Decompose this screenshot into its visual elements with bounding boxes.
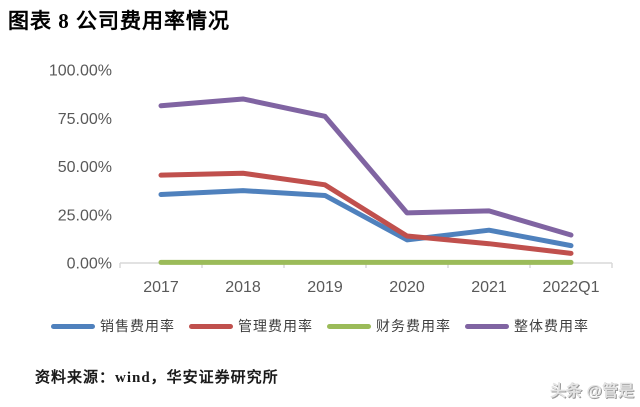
chart-canvas: 0.00% 25.00% 50.00% 75.00% 100.00% 2017 2018 20… bbox=[49, 63, 613, 296]
legend-line-swatch bbox=[51, 323, 95, 329]
chart-title: 图表 8 公司费用率情况 bbox=[8, 9, 230, 33]
legend-label: 财务费用率 bbox=[376, 320, 451, 335]
y-axis-tick-label: 25.00% bbox=[58, 207, 112, 224]
series-line-1 bbox=[158, 170, 574, 256]
legend-label: 管理费用率 bbox=[238, 320, 313, 335]
expense-ratio-line-chart: 0.00% 25.00% 50.00% 75.00% 100.00% 2017 2018 20… bbox=[0, 55, 640, 305]
x-axis-tick-label: 2018 bbox=[225, 279, 261, 296]
series-line-3 bbox=[158, 96, 574, 238]
series-line-0 bbox=[158, 188, 574, 249]
x-axis-tick-label: 2019 bbox=[307, 279, 343, 296]
legend-line-swatch bbox=[465, 323, 509, 329]
source-note: 资料来源：wind，华安证券研究所 bbox=[35, 370, 279, 386]
legend-line-swatch bbox=[327, 323, 371, 329]
x-axis-tick-label: 2022Q1 bbox=[543, 279, 600, 296]
x-axis-tick-label: 2017 bbox=[143, 279, 179, 296]
legend-item-1: 管理费用率 bbox=[189, 316, 313, 336]
legend-line-swatch bbox=[189, 323, 233, 329]
y-axis-tick-label: 75.00% bbox=[58, 111, 112, 128]
legend-item-3: 整体费用率 bbox=[465, 316, 589, 336]
watermark: 头条 @管是 bbox=[549, 383, 634, 400]
y-axis-tick-label: 100.00% bbox=[49, 63, 112, 80]
x-axis-tick-label: 2020 bbox=[389, 279, 425, 296]
legend-item-0: 销售费用率 bbox=[51, 316, 175, 336]
y-axis-tick-label: 0.00% bbox=[67, 256, 112, 273]
legend-label: 整体费用率 bbox=[514, 320, 589, 335]
x-axis-tick-label: 2021 bbox=[471, 279, 507, 296]
chart-legend: 销售费用率 管理费用率 财务费用率 整体费用率 bbox=[0, 314, 640, 338]
legend-item-2: 财务费用率 bbox=[327, 316, 451, 336]
legend-label: 销售费用率 bbox=[100, 320, 175, 335]
y-axis-tick-label: 50.00% bbox=[58, 159, 112, 176]
